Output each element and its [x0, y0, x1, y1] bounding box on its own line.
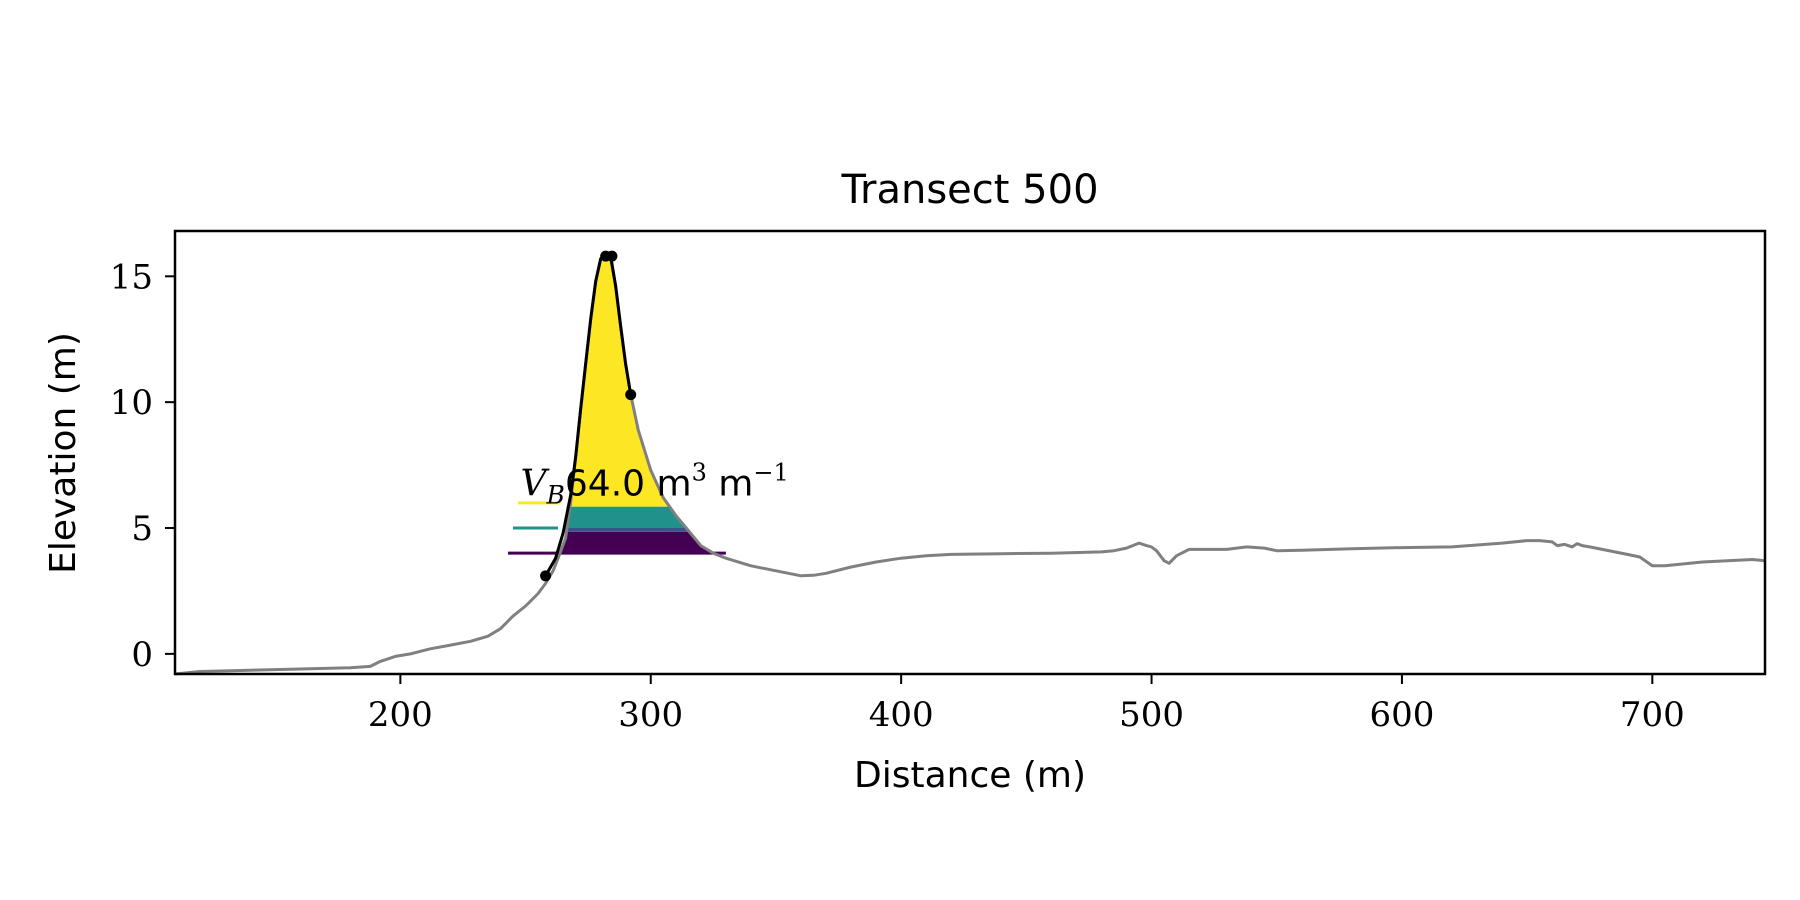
y-tick-label-15: 15 [110, 257, 153, 297]
dune-marker-4 [625, 389, 637, 401]
x-tick-label-600: 600 [1369, 695, 1434, 735]
dune-marker-1 [540, 570, 552, 582]
volume-annotation: VB64.0 m3 m−1 [521, 458, 789, 509]
x-axis: 200 300 400 500 600 700 [368, 674, 1685, 735]
fill-band-1 [560, 531, 714, 554]
dune-volume-fill [560, 253, 714, 554]
volume-exponent-1: 3 [692, 458, 707, 486]
x-tick-label-300: 300 [618, 695, 683, 735]
x-tick-label-500: 500 [1119, 695, 1184, 735]
volume-unit: m [707, 463, 754, 504]
x-tick-label-400: 400 [869, 695, 934, 735]
volume-value: 64.0 m [565, 463, 692, 504]
elevation-profile-line [174, 252, 1766, 676]
dune-outline-line [544, 254, 633, 577]
plot-frame [173, 229, 1767, 676]
volume-exponent-2: −1 [753, 458, 788, 486]
volume-subscript: B [546, 480, 565, 509]
fill-band-3 [567, 506, 687, 528]
fill-band-2 [566, 528, 690, 532]
y-axis-label: Elevation (m) [43, 332, 84, 574]
volume-symbol: V [521, 463, 551, 504]
dune-marker-3 [606, 250, 618, 262]
x-tick-label-200: 200 [368, 695, 433, 735]
y-tick-label-0: 0 [131, 635, 153, 675]
y-tick-label-10: 10 [110, 383, 153, 423]
dune-markers [540, 250, 637, 582]
y-tick-label-5: 5 [131, 509, 153, 549]
level-lines [508, 501, 726, 555]
plot-area: VB64.0 m3 m−1 [174, 250, 1766, 676]
fill-band-4 [570, 253, 670, 507]
x-axis-label: Distance (m) [854, 755, 1086, 796]
x-tick-label-700: 700 [1620, 695, 1685, 735]
chart-title: Transect 500 [840, 167, 1098, 213]
y-axis: 0 5 10 15 [110, 257, 175, 675]
